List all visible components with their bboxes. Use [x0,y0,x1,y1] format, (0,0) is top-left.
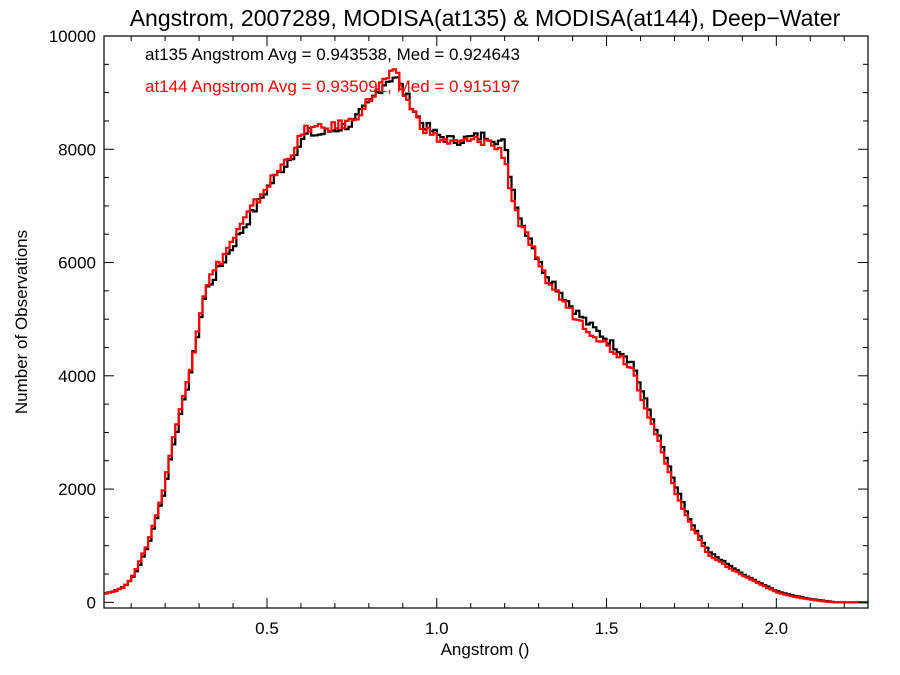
y-tick-label: 4000 [58,367,96,386]
plot-area: 0.5 1.0 1.5 2.0 0 2000 4000 6000 8000 10000 [49,27,869,638]
annotation-at144-stats: at144 Angstrom Avg = 0.935091, Med = 0.9… [145,77,520,96]
chart-title: Angstrom, 2007289, MODISA(at135) & MODIS… [130,5,841,31]
series-at144-line [104,68,868,604]
x-tick-label: 0.5 [255,619,279,638]
y-tick-label: 8000 [58,140,96,159]
y-axis-label: Number of Observations [12,230,31,414]
y-tick-label: 0 [87,593,96,612]
x-tick-label: 1.5 [595,619,619,638]
y-tick-label: 10000 [49,27,96,46]
plot-frame [103,35,869,609]
x-axis-label: Angstrom () [441,640,530,659]
y-tick-label: 6000 [58,254,96,273]
series-at135-line [104,76,868,604]
y-tick-label: 2000 [58,480,96,499]
x-tick-label: 1.0 [425,619,449,638]
x-tick-label: 2.0 [764,619,788,638]
annotation-at135-stats: at135 Angstrom Avg = 0.943538, Med = 0.9… [145,45,520,64]
